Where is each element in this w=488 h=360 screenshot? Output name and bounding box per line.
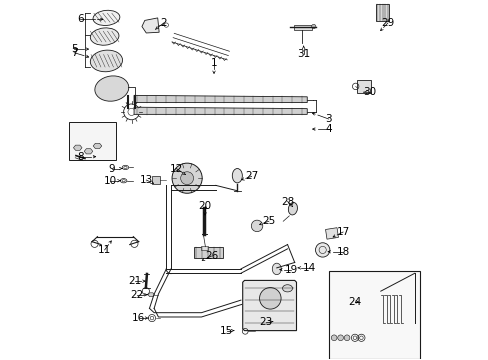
Circle shape bbox=[180, 172, 193, 185]
Ellipse shape bbox=[272, 263, 281, 275]
Text: 12: 12 bbox=[169, 163, 183, 174]
Text: 20: 20 bbox=[198, 201, 211, 211]
Text: 13: 13 bbox=[140, 175, 153, 185]
Text: 7: 7 bbox=[71, 48, 77, 58]
Bar bbox=[69, 122, 116, 160]
Text: 22: 22 bbox=[130, 290, 143, 300]
Ellipse shape bbox=[288, 202, 297, 215]
Circle shape bbox=[259, 288, 281, 309]
Text: 16: 16 bbox=[132, 313, 145, 323]
Text: 9: 9 bbox=[108, 163, 115, 174]
Circle shape bbox=[315, 243, 329, 257]
Ellipse shape bbox=[90, 28, 119, 45]
Text: 28: 28 bbox=[280, 197, 294, 207]
Text: 24: 24 bbox=[347, 297, 361, 307]
Ellipse shape bbox=[95, 76, 128, 101]
Polygon shape bbox=[142, 18, 159, 33]
Circle shape bbox=[337, 335, 343, 341]
Polygon shape bbox=[93, 143, 102, 149]
Polygon shape bbox=[242, 280, 296, 330]
Text: 31: 31 bbox=[296, 49, 310, 59]
Text: 8: 8 bbox=[77, 152, 83, 162]
Ellipse shape bbox=[232, 168, 242, 183]
Text: 26: 26 bbox=[204, 251, 218, 261]
Circle shape bbox=[344, 335, 349, 341]
Bar bbox=[328, 271, 419, 359]
Text: 29: 29 bbox=[381, 18, 394, 28]
Ellipse shape bbox=[282, 285, 292, 292]
Text: 6: 6 bbox=[77, 14, 83, 24]
Text: 14: 14 bbox=[302, 263, 315, 273]
Text: 30: 30 bbox=[363, 87, 376, 97]
Polygon shape bbox=[148, 293, 154, 297]
Text: 4: 4 bbox=[325, 124, 331, 134]
Polygon shape bbox=[134, 107, 306, 114]
Polygon shape bbox=[84, 149, 93, 154]
Ellipse shape bbox=[93, 10, 120, 26]
Ellipse shape bbox=[90, 50, 122, 72]
Bar bbox=[152, 176, 160, 184]
Bar bbox=[375, 4, 388, 22]
Text: 2: 2 bbox=[160, 18, 167, 28]
Text: 3: 3 bbox=[325, 114, 331, 124]
Text: 17: 17 bbox=[336, 227, 349, 237]
Polygon shape bbox=[73, 145, 82, 150]
Text: 5: 5 bbox=[71, 44, 77, 54]
Circle shape bbox=[251, 220, 262, 231]
Text: 1: 1 bbox=[210, 58, 217, 68]
Bar bbox=[201, 246, 207, 250]
Text: 21: 21 bbox=[128, 276, 142, 286]
Text: 23: 23 bbox=[259, 317, 272, 327]
Circle shape bbox=[330, 335, 336, 341]
Bar bbox=[193, 247, 223, 258]
Text: 10: 10 bbox=[103, 176, 116, 186]
Polygon shape bbox=[325, 228, 338, 239]
Text: 15: 15 bbox=[220, 325, 233, 336]
Text: 11: 11 bbox=[98, 245, 111, 255]
Circle shape bbox=[311, 24, 315, 29]
Text: 19: 19 bbox=[284, 265, 297, 275]
Text: 18: 18 bbox=[336, 247, 349, 257]
Text: 25: 25 bbox=[262, 216, 275, 226]
Bar bbox=[356, 80, 370, 93]
Polygon shape bbox=[134, 95, 306, 103]
Circle shape bbox=[172, 163, 202, 193]
Text: 27: 27 bbox=[244, 171, 258, 181]
Bar bbox=[293, 25, 311, 30]
